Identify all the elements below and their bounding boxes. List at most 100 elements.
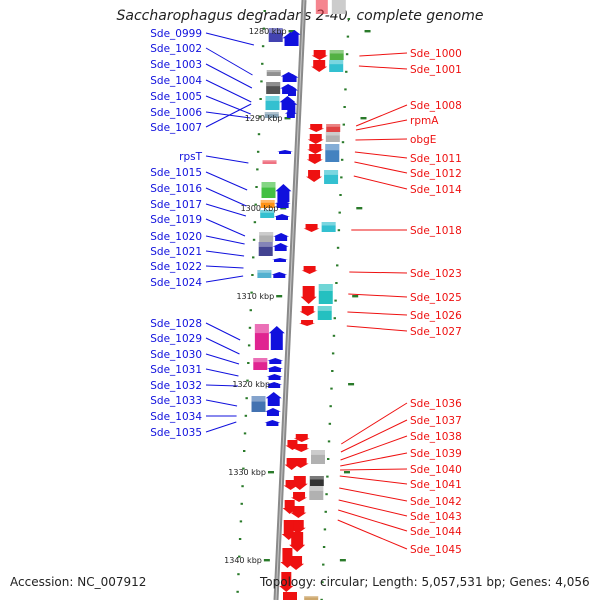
feature-block <box>317 306 332 320</box>
feature-block-shine <box>329 50 344 54</box>
minor-tick <box>330 387 333 390</box>
gene-label-forward: Sde_1017 <box>150 199 202 211</box>
forward-gene-arrow <box>274 200 291 208</box>
feature-block <box>324 170 339 184</box>
minor-tick <box>243 450 246 452</box>
leader-line <box>205 235 245 245</box>
gene-label-forward: Sde_1022 <box>150 261 202 273</box>
minor-tick <box>252 238 256 241</box>
reverse-gene-arrow <box>285 440 300 450</box>
leader-line <box>359 52 408 57</box>
feature-block <box>329 60 344 72</box>
label-leaders <box>205 32 408 550</box>
map-title: Saccharophagus degradans 2-40, complete … <box>116 8 484 24</box>
feature-block-shine <box>253 358 268 363</box>
gene-label-forward: Sde_1032 <box>150 380 202 392</box>
feature-block-shine <box>326 124 341 127</box>
feature-block-shine <box>304 596 319 598</box>
minor-tick <box>329 405 332 408</box>
feature-block-shine <box>318 284 333 291</box>
leader-line <box>205 32 255 46</box>
leader-line <box>337 519 408 550</box>
tick-marks <box>236 10 371 600</box>
feature-block-shine <box>262 160 277 162</box>
leader-line <box>205 384 239 387</box>
minor-tick <box>339 194 342 196</box>
gene-label-reverse: Sde_1037 <box>410 415 462 427</box>
reverse-gene-arrow <box>315 0 328 14</box>
feature-block-shine <box>251 396 266 402</box>
feature-block <box>309 486 324 500</box>
ruler-label: 1330 kbp <box>228 468 266 477</box>
feature-block-shine <box>260 210 275 213</box>
gene-label-forward: Sde_1004 <box>150 75 202 87</box>
gene-label-reverse: rpmA <box>410 115 439 127</box>
minor-tick <box>345 53 349 56</box>
ruler-label: 1290 kbp <box>245 114 283 123</box>
minor-tick <box>246 379 249 382</box>
feature-block-shine <box>260 200 275 203</box>
feature-block-shine <box>264 112 279 115</box>
minor-tick <box>245 397 248 400</box>
minor-tick <box>244 414 248 417</box>
forward-gene-arrow <box>277 150 293 154</box>
forward-gene-arrow <box>273 233 290 241</box>
leader-line <box>338 509 408 532</box>
forward-gene-arrow <box>272 243 289 251</box>
minor-tick <box>243 432 247 435</box>
gene-label-forward: rpsT <box>179 151 202 163</box>
minor-tick <box>326 475 329 478</box>
minor-tick <box>331 370 334 372</box>
genome-backbone <box>273 0 307 600</box>
minor-tick <box>341 141 345 144</box>
minor-tick <box>238 555 241 558</box>
minor-tick <box>251 274 254 276</box>
minor-tick <box>338 211 341 214</box>
leader-line <box>205 421 237 433</box>
leader-line <box>339 487 408 502</box>
major-tick <box>343 471 350 474</box>
feature-block <box>258 242 273 256</box>
feature-block <box>254 324 269 350</box>
gene-label-reverse: Sde_1000 <box>410 48 462 60</box>
feature-block-shine <box>317 306 332 311</box>
minor-tick <box>258 115 262 118</box>
minor-tick <box>337 229 341 232</box>
ruler-label: 1320 kbp <box>232 380 270 389</box>
leader-line <box>205 95 251 115</box>
leader-line <box>205 171 248 191</box>
minor-tick <box>247 362 250 364</box>
minor-tick <box>248 326 252 329</box>
feature-block <box>321 222 336 232</box>
forward-gene-arrow <box>265 392 282 406</box>
minor-tick <box>334 299 337 302</box>
gene-label-forward: Sde_1029 <box>150 333 202 345</box>
forward-gene-arrow <box>271 258 288 262</box>
feature-block <box>268 28 283 42</box>
reverse-gene-arrow <box>299 306 316 316</box>
minor-tick <box>327 440 331 443</box>
leader-line <box>355 138 408 141</box>
minor-tick <box>344 88 347 91</box>
gene-label-reverse: Sde_1023 <box>410 268 462 280</box>
accession-text: Accession: NC_007912 <box>10 575 147 589</box>
reverse-gene-arrow <box>283 592 297 600</box>
gene-label-reverse: Sde_1036 <box>410 398 462 410</box>
minor-tick <box>260 80 263 83</box>
minor-tick <box>247 344 251 347</box>
ruler-label: 1310 kbp <box>236 292 274 301</box>
major-tick <box>267 471 274 474</box>
minor-tick <box>333 317 336 320</box>
feature-block-shine <box>265 96 280 101</box>
gene-label-reverse: obgE <box>410 134 436 146</box>
minor-tick <box>239 520 243 523</box>
reverse-gene-arrow <box>306 170 323 182</box>
feature-block <box>318 284 333 304</box>
feature-block-shine <box>261 182 276 188</box>
leader-line <box>205 250 245 257</box>
feature-block <box>325 144 340 162</box>
gene-label-reverse: Sde_1043 <box>410 511 462 523</box>
feature-block <box>325 132 340 142</box>
leader-line <box>205 265 244 269</box>
